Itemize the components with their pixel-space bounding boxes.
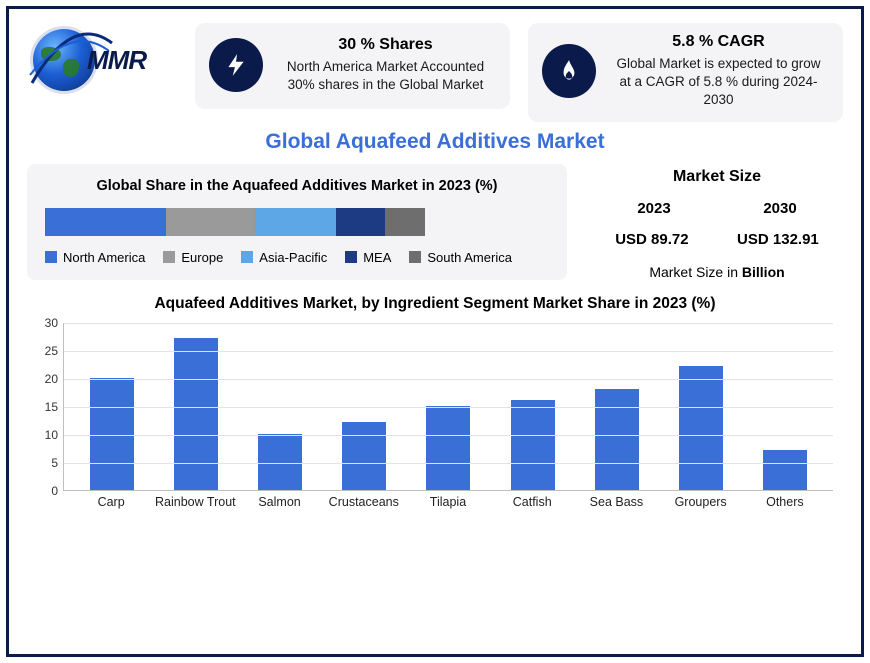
note-bold: Billion bbox=[742, 264, 785, 280]
mmr-logo: MMR bbox=[27, 23, 177, 103]
legend-swatch bbox=[345, 251, 357, 263]
legend-swatch bbox=[241, 251, 253, 263]
logo-text: MMR bbox=[87, 45, 146, 76]
bar-chart-title: Aquafeed Additives Market, by Ingredient… bbox=[27, 294, 843, 315]
legend-label: North America bbox=[63, 250, 145, 265]
grid-line bbox=[64, 379, 833, 380]
year-label: 2030 bbox=[763, 200, 796, 217]
grid-line bbox=[64, 463, 833, 464]
legend-swatch bbox=[163, 251, 175, 263]
legend-swatch bbox=[45, 251, 57, 263]
legend-item: Europe bbox=[163, 250, 223, 265]
bar-rect bbox=[679, 366, 723, 489]
flame-icon bbox=[542, 44, 596, 98]
stat-desc: Global Market is expected to grow at a C… bbox=[610, 55, 827, 110]
grid-line bbox=[64, 435, 833, 436]
y-tick-label: 25 bbox=[34, 344, 58, 358]
bar-rect bbox=[595, 389, 639, 490]
legend-item: South America bbox=[409, 250, 512, 265]
share-segment bbox=[166, 208, 255, 236]
bar-rect bbox=[258, 434, 302, 490]
stat-title: 30 % Shares bbox=[277, 36, 494, 54]
stat-title: 5.8 % CAGR bbox=[610, 33, 827, 51]
bar-rect bbox=[342, 422, 386, 489]
size-value: USD 89.72 bbox=[615, 231, 688, 248]
stacked-share-bar bbox=[45, 208, 425, 236]
share-chart-title: Global Share in the Aquafeed Additives M… bbox=[45, 178, 549, 194]
mid-row: Global Share in the Aquafeed Additives M… bbox=[27, 164, 843, 280]
x-axis-labels: CarpRainbow TroutSalmonCrustaceansTilapi… bbox=[63, 491, 833, 510]
legend-swatch bbox=[409, 251, 421, 263]
ingredient-bar-chart: 051015202530 CarpRainbow TroutSalmonCrus… bbox=[27, 323, 843, 533]
stat-desc: North America Market Accounted 30% share… bbox=[277, 58, 494, 94]
year-label: 2023 bbox=[637, 200, 670, 217]
y-tick-label: 30 bbox=[34, 316, 58, 330]
market-size-note: Market Size in Billion bbox=[591, 264, 843, 280]
x-tick-label: Carp bbox=[69, 495, 153, 510]
globe-icon bbox=[33, 29, 95, 91]
stat-text: 30 % Shares North America Market Account… bbox=[277, 36, 494, 94]
x-tick-label: Groupers bbox=[659, 495, 743, 510]
note-prefix: Market Size in bbox=[649, 264, 742, 280]
market-size-panel: Market Size 2023 2030 USD 89.72 USD 132.… bbox=[591, 164, 843, 280]
share-legend: North America Europe Asia-Pacific MEA South … bbox=[45, 250, 549, 265]
x-tick-label: Salmon bbox=[237, 495, 321, 510]
y-tick-label: 10 bbox=[34, 428, 58, 442]
size-value: USD 132.91 bbox=[737, 231, 819, 248]
global-share-card: Global Share in the Aquafeed Additives M… bbox=[27, 164, 567, 280]
bar-rect bbox=[763, 450, 807, 489]
legend-label: South America bbox=[427, 250, 512, 265]
grid-line bbox=[64, 407, 833, 408]
legend-label: Europe bbox=[181, 250, 223, 265]
y-tick-label: 5 bbox=[34, 456, 58, 470]
share-segment bbox=[336, 208, 385, 236]
stat-card-cagr: 5.8 % CAGR Global Market is expected to … bbox=[528, 23, 843, 122]
stat-card-shares: 30 % Shares North America Market Account… bbox=[195, 23, 510, 109]
stat-text: 5.8 % CAGR Global Market is expected to … bbox=[610, 33, 827, 110]
share-segment bbox=[45, 208, 166, 236]
x-tick-label: Catfish bbox=[490, 495, 574, 510]
market-size-years: 2023 2030 bbox=[591, 200, 843, 217]
share-segment bbox=[385, 208, 425, 236]
share-segment bbox=[255, 208, 336, 236]
bolt-icon bbox=[209, 38, 263, 92]
y-tick-label: 0 bbox=[34, 484, 58, 498]
bar-rect bbox=[511, 400, 555, 490]
x-tick-label: Crustaceans bbox=[322, 495, 406, 510]
bar-rect bbox=[426, 406, 470, 490]
legend-item: MEA bbox=[345, 250, 391, 265]
grid-line bbox=[64, 351, 833, 352]
x-tick-label: Rainbow Trout bbox=[153, 495, 237, 510]
grid-line bbox=[64, 323, 833, 324]
y-tick-label: 20 bbox=[34, 372, 58, 386]
top-row: MMR 30 % Shares North America Market Acc… bbox=[27, 23, 843, 122]
market-size-values: USD 89.72 USD 132.91 bbox=[591, 231, 843, 248]
legend-label: Asia-Pacific bbox=[259, 250, 327, 265]
report-frame: MMR 30 % Shares North America Market Acc… bbox=[6, 6, 864, 657]
bar-rect bbox=[90, 378, 134, 490]
legend-item: North America bbox=[45, 250, 145, 265]
x-tick-label: Others bbox=[743, 495, 827, 510]
legend-item: Asia-Pacific bbox=[241, 250, 327, 265]
bar-rect bbox=[174, 338, 218, 489]
market-size-heading: Market Size bbox=[591, 168, 843, 186]
y-tick-label: 15 bbox=[34, 400, 58, 414]
legend-label: MEA bbox=[363, 250, 391, 265]
x-tick-label: Sea Bass bbox=[574, 495, 658, 510]
page-title: Global Aquafeed Additives Market bbox=[27, 130, 843, 154]
x-tick-label: Tilapia bbox=[406, 495, 490, 510]
bar-plot-area: 051015202530 bbox=[63, 323, 833, 491]
